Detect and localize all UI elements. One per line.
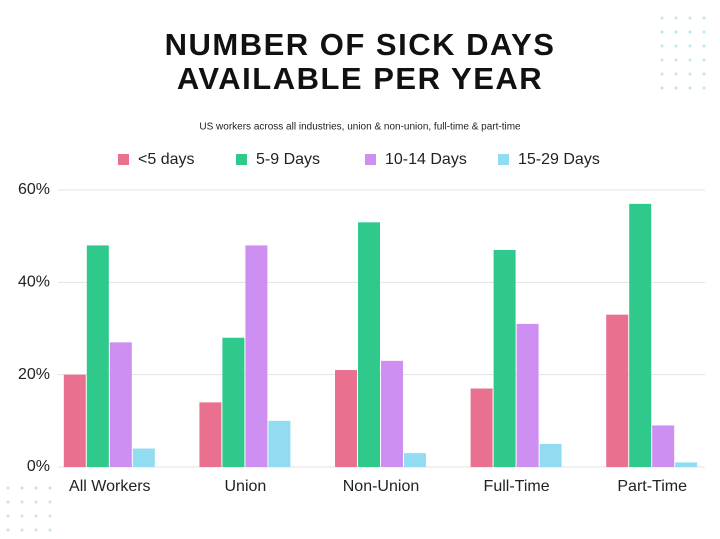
bar (199, 402, 222, 467)
bar (268, 420, 291, 467)
chart-title: NUMBER OF SICK DAYS AVAILABLE PER YEAR (164, 27, 556, 96)
y-tick-label: 40% (18, 274, 50, 291)
chart-subtitle: US workers across all industries, union … (199, 122, 521, 133)
bar (381, 360, 403, 467)
bar (86, 245, 109, 467)
bar (109, 342, 132, 467)
bar (493, 250, 516, 467)
legend-label: 15-29 Days (518, 151, 600, 168)
x-tick-label: Union (224, 478, 266, 495)
bar (470, 388, 493, 467)
x-tick-label: All Workers (69, 478, 151, 495)
x-tick-label: Full-Time (484, 478, 550, 495)
bar (629, 203, 652, 467)
bar (606, 314, 629, 467)
bar (358, 222, 380, 467)
bar (404, 453, 426, 467)
legend-swatch (498, 154, 509, 165)
legend-label: 10-14 Days (385, 151, 467, 168)
bar (132, 448, 155, 467)
bar (222, 337, 245, 467)
legend-label: 5-9 Days (256, 151, 320, 168)
decoration (6, 486, 52, 532)
bar (245, 245, 268, 467)
legend-label: <5 days (138, 151, 194, 168)
legend-swatch (118, 154, 129, 165)
bar (63, 374, 86, 467)
bar (539, 443, 562, 467)
y-tick-label: 20% (18, 366, 50, 383)
y-tick-label: 60% (18, 181, 50, 198)
legend-swatch (365, 154, 376, 165)
bar (675, 462, 698, 467)
x-tick-label: Non-Union (343, 478, 419, 495)
decoration (660, 16, 706, 90)
y-tick-label: 0% (27, 458, 50, 475)
bar (652, 425, 675, 467)
legend-swatch (236, 154, 247, 165)
x-tick-label: Part-Time (617, 478, 687, 495)
bar (335, 370, 357, 467)
bar (516, 323, 539, 467)
